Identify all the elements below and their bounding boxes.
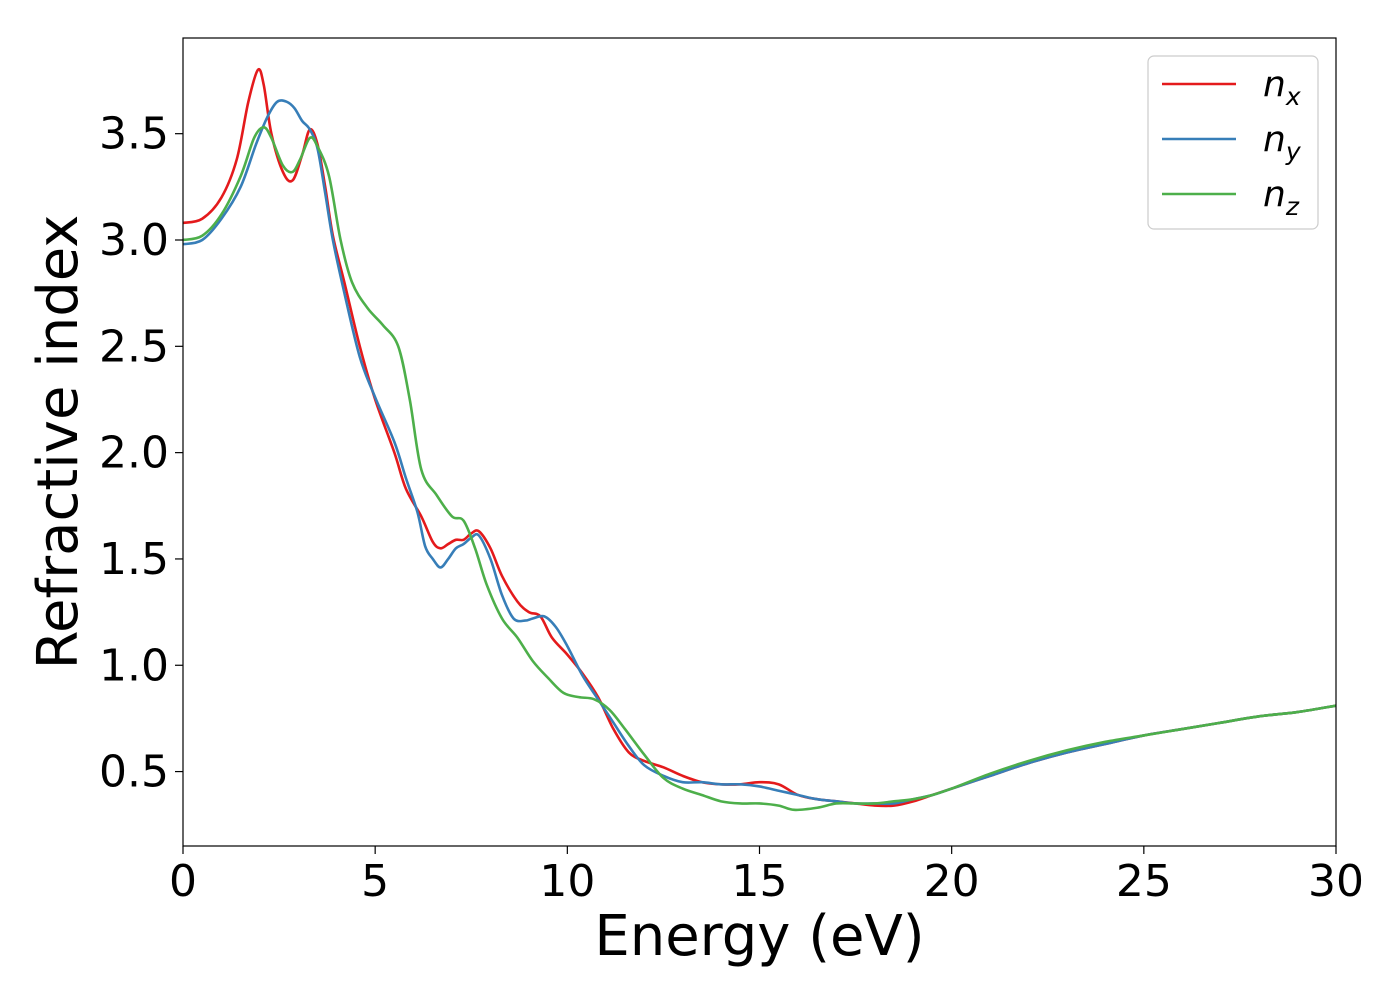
plot-area: [182, 37, 1337, 847]
y-tick-label: 3.0: [99, 215, 169, 266]
x-tick-label: 25: [1116, 856, 1172, 907]
y-tick-label: 2.0: [99, 428, 169, 479]
y-axis-title: Refractive index: [26, 215, 91, 670]
x-tick-label: 5: [361, 856, 389, 907]
x-tick-label: 30: [1308, 856, 1364, 907]
legend-label: ny: [1263, 119, 1302, 166]
x-tick-label: 0: [169, 856, 197, 907]
y-tick-label: 1.0: [99, 640, 169, 691]
legend-label: nx: [1263, 64, 1301, 111]
series-line-n-z: [183, 126, 1336, 812]
legend: nx ny nz: [1147, 55, 1319, 230]
legend-box: [1147, 55, 1319, 230]
y-tick-label: 2.5: [99, 321, 169, 372]
y-tick-label: 3.5: [99, 109, 169, 160]
series-layer: [183, 67, 1336, 812]
y-tick-label: 1.5: [99, 534, 169, 585]
x-tick-label: 10: [539, 856, 595, 907]
x-axis-title: Energy (eV): [594, 904, 924, 969]
legend-label: nz: [1263, 174, 1300, 221]
y-tick-label: 0.5: [99, 747, 169, 798]
x-axis-ticks: 0 5 10 15 20 25 30: [169, 846, 1364, 907]
y-axis-ticks: 0.5 1.0 1.5 2.0 2.5 3.0 3.5: [99, 109, 183, 798]
x-tick-label: 15: [732, 856, 788, 907]
x-tick-label: 20: [924, 856, 980, 907]
